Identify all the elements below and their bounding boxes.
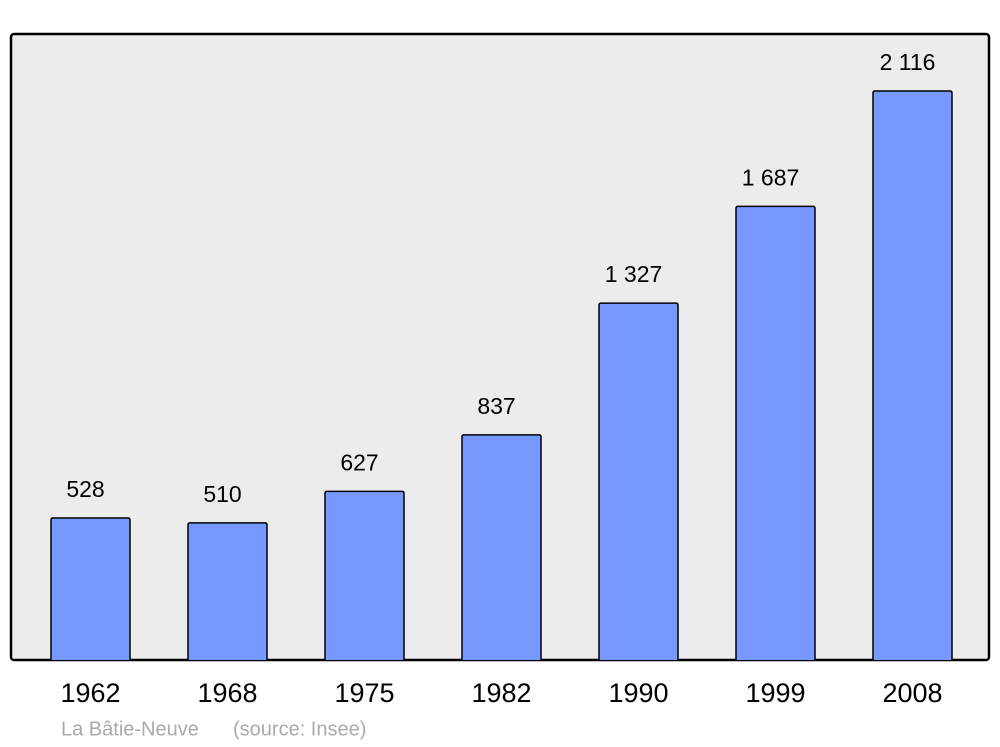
value-label: 2 116 xyxy=(880,49,936,75)
value-label: 510 xyxy=(203,481,241,507)
bar xyxy=(50,517,131,660)
bar xyxy=(324,490,405,660)
value-label: 528 xyxy=(66,476,104,502)
x-tick-label: 2008 xyxy=(882,678,942,708)
bar xyxy=(461,434,542,660)
x-tick-label: 1990 xyxy=(608,678,668,708)
bar xyxy=(598,302,679,660)
x-tick-label: 1975 xyxy=(334,678,394,708)
source: (source: Insee) xyxy=(233,718,366,740)
x-tick-label: 1982 xyxy=(471,678,531,708)
bar xyxy=(872,90,953,660)
x-tick-label: 1962 xyxy=(60,678,120,708)
value-label: 1 687 xyxy=(742,164,800,190)
bar xyxy=(187,522,268,660)
bar xyxy=(735,205,816,660)
chart-title: La Bâtie-Neuve xyxy=(61,718,199,740)
x-tick-label: 1999 xyxy=(745,678,805,708)
value-label: 1 327 xyxy=(605,261,663,287)
x-tick-label: 1968 xyxy=(197,678,257,708)
value-label: 837 xyxy=(477,393,515,419)
value-label: 627 xyxy=(340,449,378,475)
